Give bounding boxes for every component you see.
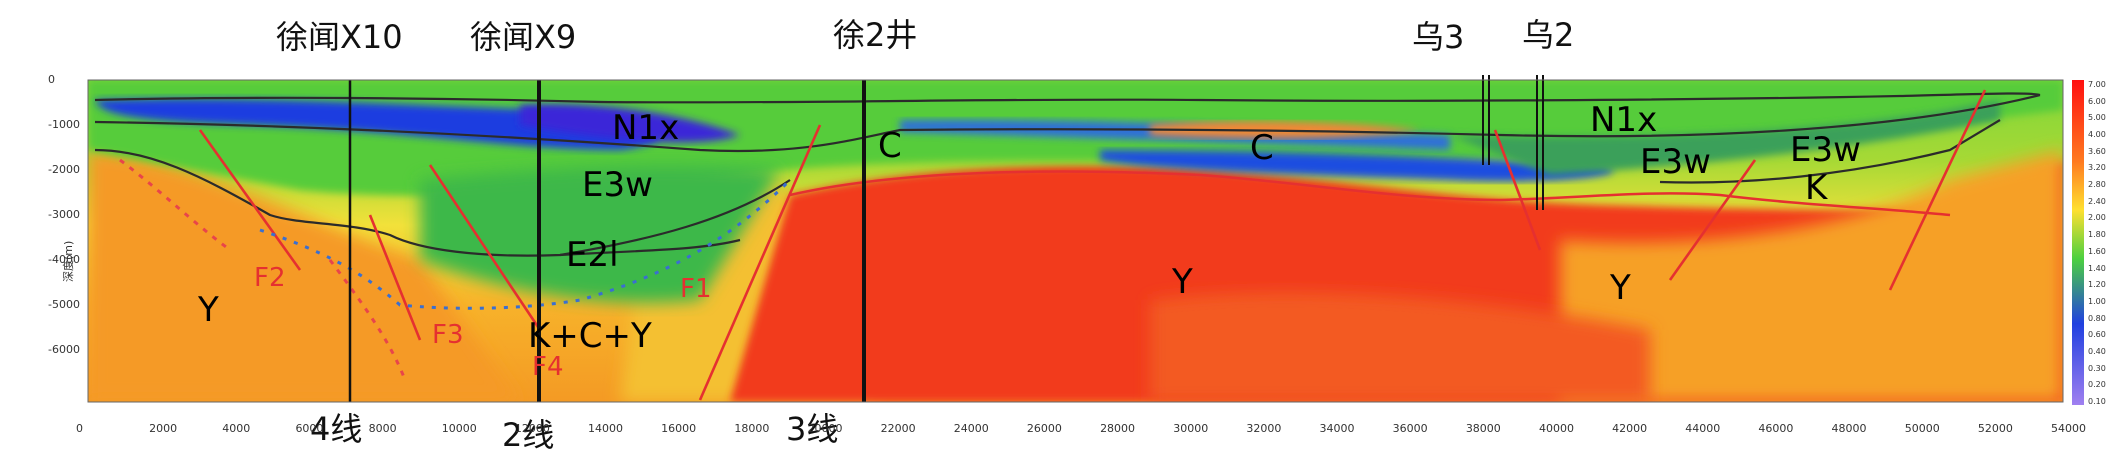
colorbar-tick-label: 0.30 [2088, 363, 2106, 373]
x-tick-label: 46000 [1758, 422, 1794, 435]
x-tick-label: 0 [76, 422, 83, 435]
x-tick-label: 30000 [1173, 422, 1209, 435]
well-label-xu2: 徐2井 [833, 16, 918, 54]
fault-label-f1: F1 [680, 274, 712, 304]
colorbar-tick-label: 1.60 [2088, 246, 2106, 256]
colorbar-tick-label: 2.40 [2088, 196, 2106, 206]
unit-label-c-right: C [1250, 128, 1274, 168]
x-tick-label: 34000 [1319, 422, 1355, 435]
fault-label-f4: F4 [532, 352, 564, 382]
x-tick-label: 6000 [295, 422, 324, 435]
y-tick-label: -1000 [48, 118, 80, 131]
x-tick-label: 36000 [1392, 422, 1428, 435]
x-tick-label: 20000 [807, 422, 843, 435]
colorbar-tick-label: 1.20 [2088, 280, 2106, 290]
colorbar-tick-label: 0.80 [2088, 313, 2106, 323]
well-label-xuwen-x10: 徐闻X10 [276, 18, 403, 56]
fault-label-f3: F3 [432, 320, 464, 350]
unit-label-upsilon: Υ [198, 290, 219, 330]
x-tick-label: 48000 [1831, 422, 1867, 435]
unit-label-e3w-right: E3w [1790, 130, 1861, 170]
colorbar-tick-label: 2.80 [2088, 180, 2106, 190]
fault-lines [198, 89, 1987, 401]
well-label-xuwen-x9: 徐闻X9 [470, 18, 577, 56]
plot-frame [87, 79, 2064, 403]
y-tick-label: 0 [48, 73, 55, 86]
unit-label-e3w-mid: E3w [1640, 142, 1711, 182]
colorbar-tick-label: 1.00 [2088, 296, 2106, 306]
x-tick-label: 28000 [1100, 422, 1136, 435]
colorbar-tick-label: 5.00 [2088, 113, 2106, 123]
y-tick-label: -6000 [48, 343, 80, 356]
inferred-faults [119, 158, 407, 381]
colorbar-tick-label: 0.60 [2088, 330, 2106, 340]
x-tick-label: 4000 [222, 422, 251, 435]
unit-label-c-left: C [878, 126, 902, 166]
x-tick-label: 40000 [1538, 422, 1574, 435]
unit-label-k-c-y: K+C+Y [528, 316, 652, 356]
x-tick-label: 32000 [1246, 422, 1282, 435]
x-tick-label: 50000 [1904, 422, 1940, 435]
colorbar-tick-label: 3.60 [2088, 146, 2106, 156]
x-tick-label: 14000 [588, 422, 624, 435]
well-label-wu2: 乌2 [1522, 16, 1575, 54]
colorbar-tick-label: 3.20 [2088, 163, 2106, 173]
colorbar-tick-label: 6.00 [2088, 96, 2106, 106]
well-lines [348, 75, 1544, 402]
x-tick-label: 22000 [880, 422, 916, 435]
unit-label-k: K [1805, 168, 1828, 208]
colorbar [2072, 80, 2084, 405]
x-tick-label: 42000 [1612, 422, 1648, 435]
colorbar-tick-label: 0.20 [2088, 380, 2106, 390]
colorbar-tick-label: 4.00 [2088, 130, 2106, 140]
x-tick-label: 44000 [1685, 422, 1721, 435]
x-tick-label: 18000 [734, 422, 770, 435]
x-tick-label: 12000 [514, 422, 550, 435]
y-tick-label: -2000 [48, 163, 80, 176]
y-tick-label: -3000 [48, 208, 80, 221]
well-label-wu3: 乌3 [1412, 18, 1465, 56]
colorbar-tick-label: 0.40 [2088, 346, 2106, 356]
colorbar-tick-label: 7.00 [2088, 80, 2106, 89]
x-tick-label: 16000 [661, 422, 697, 435]
unit-label-e2l: E2l [566, 235, 619, 275]
x-tick-label: 54000 [2051, 422, 2086, 435]
unit-label-n1x-left: N1x [612, 108, 680, 148]
colorbar-tick-label: 1.80 [2088, 230, 2106, 240]
y-tick-label: -5000 [48, 298, 80, 311]
survey-line-4: 4线 [292, 404, 381, 450]
survey-line-3: 3线 [768, 404, 857, 450]
colorbar-tick-label: 1.40 [2088, 263, 2106, 273]
x-tick-label: 2000 [149, 422, 178, 435]
x-tick-label: 52000 [1977, 422, 2013, 435]
inferred-horizon [259, 178, 792, 310]
fault-label-f2: F2 [254, 263, 286, 293]
horizon-lines [94, 92, 2041, 257]
y-tick-label: -4000 [48, 253, 80, 266]
survey-line-2: 2线 [484, 410, 573, 456]
x-tick-label: 26000 [1026, 422, 1062, 435]
unit-label-y-right: Y [1610, 268, 1631, 308]
basement-boundary [789, 170, 1951, 217]
x-tick-label: 38000 [1465, 422, 1501, 435]
x-tick-label: 8000 [368, 422, 397, 435]
x-tick-label: 24000 [953, 422, 989, 435]
colorbar-tick-label: 2.00 [2088, 213, 2106, 223]
unit-label-e3w-left: E3w [582, 165, 653, 205]
x-tick-label: 10000 [441, 422, 477, 435]
unit-label-n1x-right: N1x [1590, 100, 1658, 140]
unit-label-y-center: Y [1172, 262, 1193, 302]
colorbar-tick-label: 0.10 [2088, 397, 2106, 406]
